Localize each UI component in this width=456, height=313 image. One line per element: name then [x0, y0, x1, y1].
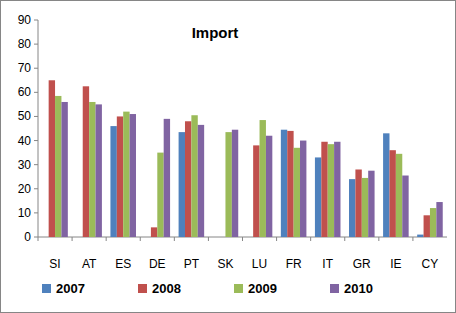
bars: [49, 80, 443, 237]
bar: [157, 153, 163, 237]
y-tick: [34, 44, 38, 45]
bar: [49, 80, 55, 237]
y-tick: [34, 140, 38, 141]
legend-swatch: [138, 284, 147, 293]
y-tick-label: 10: [18, 206, 32, 220]
y-tick: [34, 20, 38, 21]
bar: [389, 150, 395, 237]
legend-label: 2009: [248, 281, 277, 296]
y-tick: [34, 116, 38, 117]
legend-swatch: [42, 284, 51, 293]
x-tick: [378, 237, 379, 241]
bar: [396, 154, 402, 237]
y-tick: [34, 237, 38, 238]
bar: [349, 179, 355, 237]
bar: [185, 121, 191, 237]
bar: [315, 157, 321, 237]
y-tick-label: 80: [18, 37, 32, 51]
bar: [260, 120, 266, 237]
y-tick-label: 0: [24, 230, 31, 244]
x-tick-label: IE: [390, 257, 401, 271]
bar: [321, 142, 327, 237]
bar: [96, 104, 102, 237]
legend-swatch: [234, 284, 243, 293]
x-tick-label: GR: [353, 257, 371, 271]
bar: [424, 215, 430, 237]
y-axis: [38, 20, 39, 237]
y-tick-label: 60: [18, 85, 32, 99]
bar: [89, 102, 95, 237]
x-tick-label: CY: [422, 257, 439, 271]
bar: [281, 130, 287, 237]
bar: [164, 119, 170, 237]
chart: 0 10 20 30 40 50 60 70 80 90 SI AT ES DE PT SK LU FR IT GR I…: [0, 0, 456, 313]
bar: [287, 131, 293, 237]
x-tick: [242, 237, 243, 241]
y-tick-label: 40: [18, 134, 32, 148]
x-tick: [412, 237, 413, 241]
bar: [151, 227, 157, 237]
x-tick-label: LU: [252, 257, 267, 271]
x-tick: [106, 237, 107, 241]
y-tick-label: 20: [18, 182, 32, 196]
legend-label: 2008: [152, 281, 181, 296]
y-tick: [34, 68, 38, 69]
x-tick: [38, 237, 39, 241]
chart-frame: [1, 1, 456, 313]
x-tick: [140, 237, 141, 241]
bar: [355, 169, 361, 237]
legend-label: 2010: [344, 281, 373, 296]
x-tick: [276, 237, 277, 241]
x-tick-label: SI: [49, 257, 60, 271]
bar: [253, 145, 259, 237]
x-tick-label: FR: [286, 257, 302, 271]
y-tick-label: 70: [18, 61, 32, 75]
x-tick: [174, 237, 175, 241]
bar: [362, 178, 368, 237]
bar: [294, 148, 300, 237]
bar: [368, 171, 374, 237]
y-tick: [34, 92, 38, 93]
y-tick-label: 90: [18, 13, 32, 27]
x-tick: [72, 237, 73, 241]
bar: [417, 235, 423, 237]
y-tick-label: 30: [18, 158, 32, 172]
x-tick: [310, 237, 311, 241]
x-tick-label: PT: [184, 257, 200, 271]
bar: [334, 142, 340, 237]
x-tick: [208, 237, 209, 241]
bar: [191, 115, 197, 237]
bar: [232, 130, 238, 237]
bar: [328, 144, 334, 237]
x-tick-label: AT: [82, 257, 97, 271]
y-tick-label: 50: [18, 109, 32, 123]
bar: [123, 112, 129, 237]
y-tick: [34, 212, 38, 213]
x-tick-label: DE: [149, 257, 166, 271]
x-tick-label: IT: [322, 257, 333, 271]
bar: [198, 125, 204, 237]
bar: [266, 136, 272, 237]
bar: [117, 116, 123, 237]
legend-swatch: [330, 284, 339, 293]
x-tick-label: ES: [115, 257, 131, 271]
x-tick-label: SK: [217, 257, 233, 271]
bar: [61, 102, 67, 237]
bar: [402, 176, 408, 237]
y-tick: [34, 188, 38, 189]
legend-label: 2007: [56, 281, 85, 296]
bar: [430, 208, 436, 237]
bar: [383, 133, 389, 237]
bar: [225, 132, 231, 237]
bar: [436, 202, 442, 237]
bar: [179, 132, 185, 237]
bar: [110, 126, 116, 237]
title: Import: [192, 24, 239, 41]
bar: [55, 96, 61, 237]
bar: [83, 86, 89, 237]
bar: [130, 114, 136, 237]
x-tick: [344, 237, 345, 241]
y-tick: [34, 164, 38, 165]
bar: [300, 141, 306, 237]
